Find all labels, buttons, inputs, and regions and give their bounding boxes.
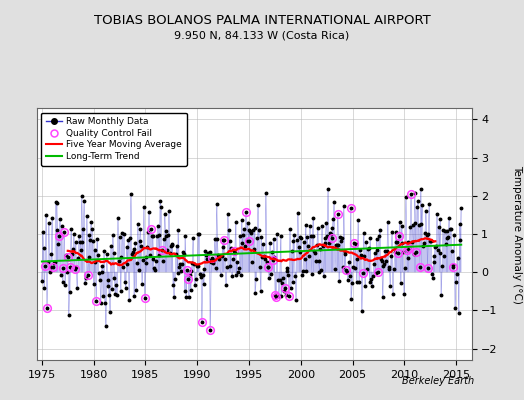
Text: Berkeley Earth: Berkeley Earth	[402, 376, 474, 386]
Text: 9.950 N, 84.133 W (Costa Rica): 9.950 N, 84.133 W (Costa Rica)	[174, 30, 350, 40]
Legend: Raw Monthly Data, Quality Control Fail, Five Year Moving Average, Long-Term Tren: Raw Monthly Data, Quality Control Fail, …	[41, 112, 187, 166]
Text: TOBIAS BOLANOS PALMA INTERNATIONAL AIRPORT: TOBIAS BOLANOS PALMA INTERNATIONAL AIRPO…	[94, 14, 430, 27]
Y-axis label: Temperature Anomaly (°C): Temperature Anomaly (°C)	[512, 164, 522, 304]
